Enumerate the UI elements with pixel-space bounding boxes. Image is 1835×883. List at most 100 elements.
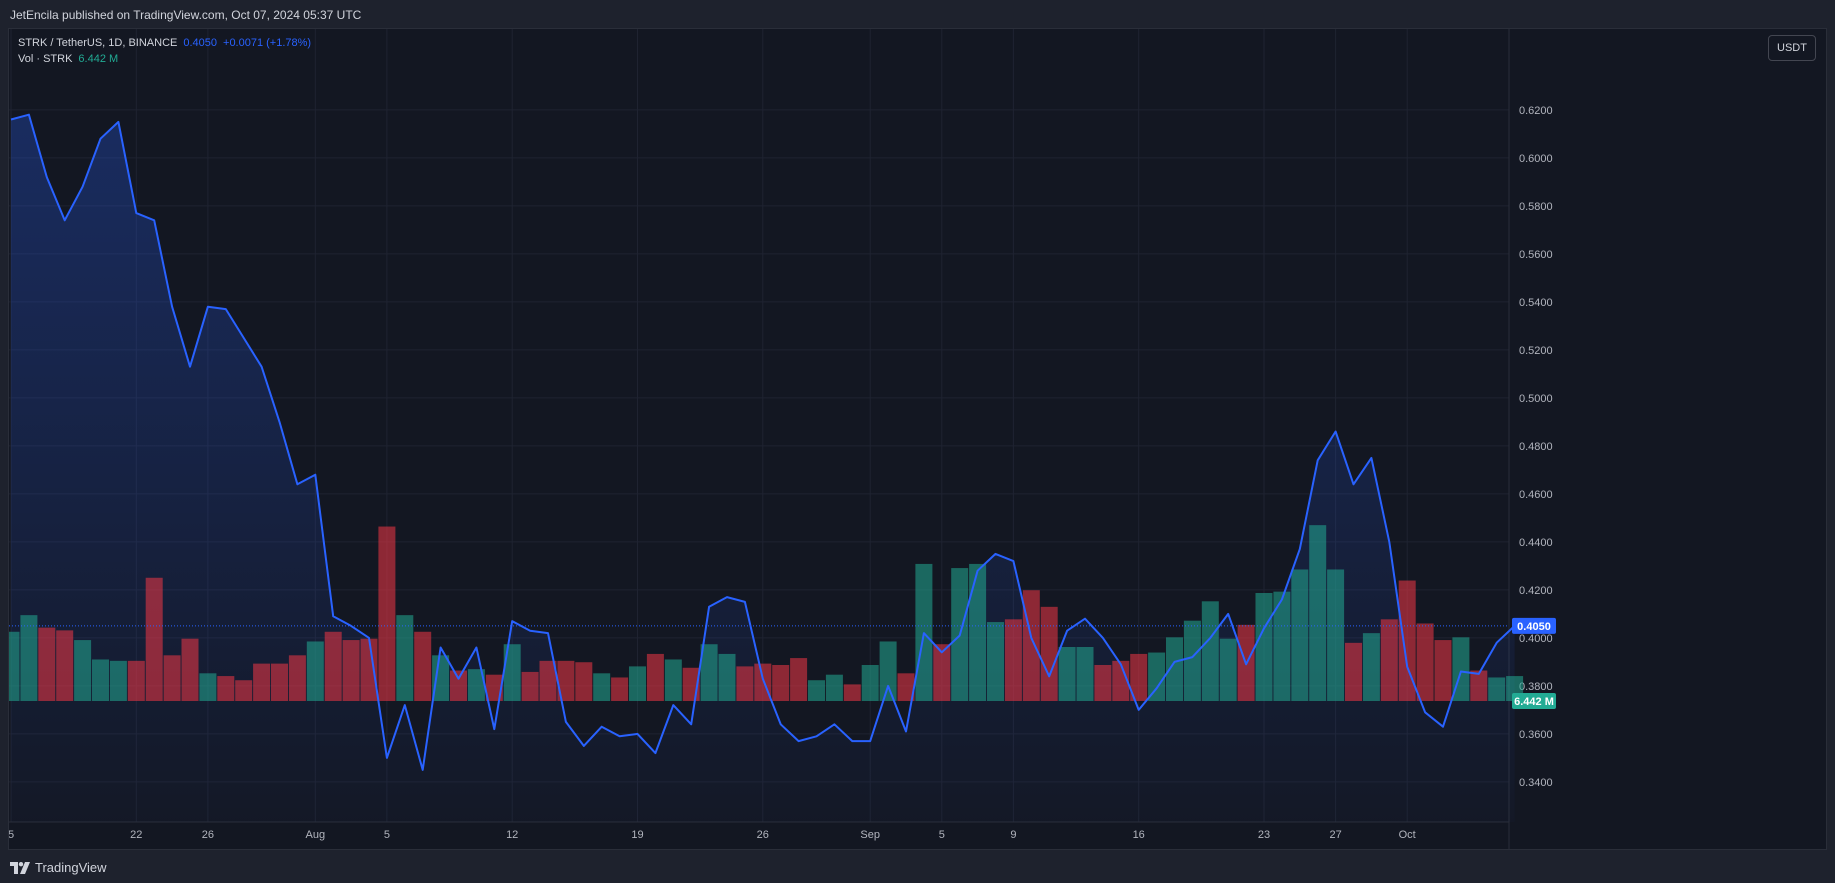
volume-bar[interactable] bbox=[92, 659, 109, 701]
volume-bar[interactable] bbox=[861, 665, 879, 701]
volume-bar[interactable] bbox=[1273, 591, 1291, 701]
volume-bar[interactable] bbox=[396, 615, 414, 701]
volume-bar[interactable] bbox=[199, 673, 217, 701]
volume-bar[interactable] bbox=[557, 660, 575, 701]
volume-bar[interactable] bbox=[969, 563, 987, 701]
volume-bar[interactable] bbox=[987, 622, 1004, 701]
volume-bar[interactable] bbox=[1183, 620, 1201, 701]
volume-bar[interactable] bbox=[700, 644, 718, 701]
volume-bar[interactable] bbox=[718, 653, 736, 701]
chart-legend: STRK / TetherUS, 1D, BINANCE 0.4050 +0.007… bbox=[18, 35, 317, 67]
y-tick-label: 0.5000 bbox=[1519, 393, 1553, 405]
tradingview-brand[interactable]: TradingView bbox=[10, 860, 107, 875]
volume-bar[interactable] bbox=[503, 644, 521, 701]
volume-bar[interactable] bbox=[772, 665, 790, 701]
legend-main-row: STRK / TetherUS, 1D, BINANCE 0.4050 +0.007… bbox=[18, 35, 317, 51]
volume-bar[interactable] bbox=[1470, 670, 1488, 701]
volume-bar[interactable] bbox=[1488, 677, 1506, 701]
volume-bar[interactable] bbox=[1380, 619, 1398, 701]
legend-volume-value: 6.442 M bbox=[78, 53, 119, 65]
volume-bar[interactable] bbox=[933, 644, 951, 701]
volume-bar[interactable] bbox=[1309, 525, 1327, 701]
published-text: JetEncila published on TradingView.com, … bbox=[10, 8, 362, 22]
volume-bar[interactable] bbox=[145, 577, 163, 701]
chart-pane[interactable]: 0.6200 0.6000 0.5800 0.5600 0.5400 0.5200 0.50… bbox=[8, 28, 1827, 850]
volume-bar[interactable] bbox=[342, 640, 360, 701]
volume-bar[interactable] bbox=[1004, 619, 1022, 701]
volume-bar[interactable] bbox=[736, 666, 754, 701]
volume-bar[interactable] bbox=[843, 684, 861, 701]
footer-bar: TradingView bbox=[0, 851, 1835, 883]
volume-bar[interactable] bbox=[235, 680, 253, 701]
y-tick-label: 0.4800 bbox=[1519, 441, 1553, 453]
volume-bar[interactable] bbox=[360, 638, 378, 701]
volume-bar[interactable] bbox=[790, 658, 808, 701]
volume-bar[interactable] bbox=[897, 673, 915, 701]
x-tick-label: 19 bbox=[631, 829, 643, 841]
volume-bar[interactable] bbox=[1219, 638, 1237, 701]
volume-bar[interactable] bbox=[20, 615, 38, 701]
volume-bar[interactable] bbox=[485, 674, 503, 701]
volume-bar[interactable] bbox=[324, 631, 342, 701]
x-tick-label: 5 bbox=[9, 829, 14, 841]
volume-bar[interactable] bbox=[1434, 640, 1452, 701]
volume-bar[interactable] bbox=[9, 631, 20, 701]
x-tick-label: 27 bbox=[1329, 829, 1341, 841]
x-tick-label: 26 bbox=[757, 829, 769, 841]
volume-bar[interactable] bbox=[1416, 623, 1434, 701]
volume-bar[interactable] bbox=[74, 640, 92, 701]
volume-bar[interactable] bbox=[1130, 653, 1148, 701]
volume-bar[interactable] bbox=[306, 641, 324, 701]
volume-bar[interactable] bbox=[575, 662, 593, 701]
currency-button[interactable]: USDT bbox=[1768, 35, 1816, 61]
volume-bar[interactable] bbox=[109, 660, 127, 701]
y-tick-label: 0.4600 bbox=[1519, 489, 1553, 501]
volume-bar[interactable] bbox=[879, 641, 897, 701]
volume-bar[interactable] bbox=[1327, 569, 1345, 701]
price-chart[interactable]: 0.6200 0.6000 0.5800 0.5600 0.5400 0.5200 0.50… bbox=[9, 29, 1827, 850]
volume-bar[interactable] bbox=[1112, 660, 1130, 701]
volume-bar[interactable] bbox=[611, 677, 629, 701]
volume-bar[interactable] bbox=[253, 663, 271, 701]
volume-bar[interactable] bbox=[450, 670, 467, 701]
volume-bar[interactable] bbox=[217, 676, 235, 701]
volume-bar[interactable] bbox=[1094, 665, 1112, 701]
volume-bar[interactable] bbox=[378, 526, 396, 701]
volume-bar[interactable] bbox=[1058, 647, 1076, 701]
volume-bar[interactable] bbox=[288, 655, 306, 701]
volume-bar[interactable] bbox=[1345, 642, 1362, 701]
volume-bar[interactable] bbox=[1076, 647, 1094, 701]
y-tick-label: 0.5600 bbox=[1519, 249, 1553, 261]
x-tick-label: Aug bbox=[306, 829, 326, 841]
volume-bar[interactable] bbox=[629, 666, 646, 701]
volume-bar[interactable] bbox=[1255, 593, 1273, 701]
volume-bar[interactable] bbox=[38, 627, 56, 701]
legend-symbol[interactable]: STRK / TetherUS, 1D, BINANCE bbox=[18, 37, 178, 49]
volume-bar[interactable] bbox=[1148, 652, 1166, 701]
volume-bar[interactable] bbox=[539, 660, 557, 701]
volume-bar[interactable] bbox=[1166, 637, 1183, 701]
volume-bar[interactable] bbox=[127, 660, 145, 701]
volume-bar[interactable] bbox=[1291, 569, 1309, 701]
volume-bar[interactable] bbox=[646, 653, 664, 701]
volume-bar[interactable] bbox=[1040, 606, 1058, 701]
volume-bar[interactable] bbox=[181, 638, 199, 701]
y-tick-label: 0.3800 bbox=[1519, 681, 1553, 693]
volume-bar[interactable] bbox=[163, 655, 181, 701]
volume-bar[interactable] bbox=[1362, 633, 1380, 701]
volume-bar[interactable] bbox=[467, 669, 485, 701]
volume-bar[interactable] bbox=[1201, 601, 1219, 701]
volume-bar[interactable] bbox=[1398, 580, 1416, 701]
volume-bar[interactable] bbox=[56, 630, 74, 701]
volume-bar[interactable] bbox=[414, 631, 432, 701]
volume-bar[interactable] bbox=[664, 659, 682, 701]
volume-bar[interactable] bbox=[1022, 590, 1040, 701]
volume-bar[interactable] bbox=[808, 680, 825, 701]
price-line[interactable] bbox=[10, 113, 1516, 771]
volume-bar[interactable] bbox=[271, 663, 288, 701]
volume-bar[interactable] bbox=[521, 671, 539, 701]
legend-volume-label[interactable]: Vol · STRK bbox=[18, 53, 73, 65]
volume-bar[interactable] bbox=[593, 673, 611, 701]
volume-bar[interactable] bbox=[825, 674, 843, 701]
volume-bar[interactable] bbox=[432, 655, 450, 701]
